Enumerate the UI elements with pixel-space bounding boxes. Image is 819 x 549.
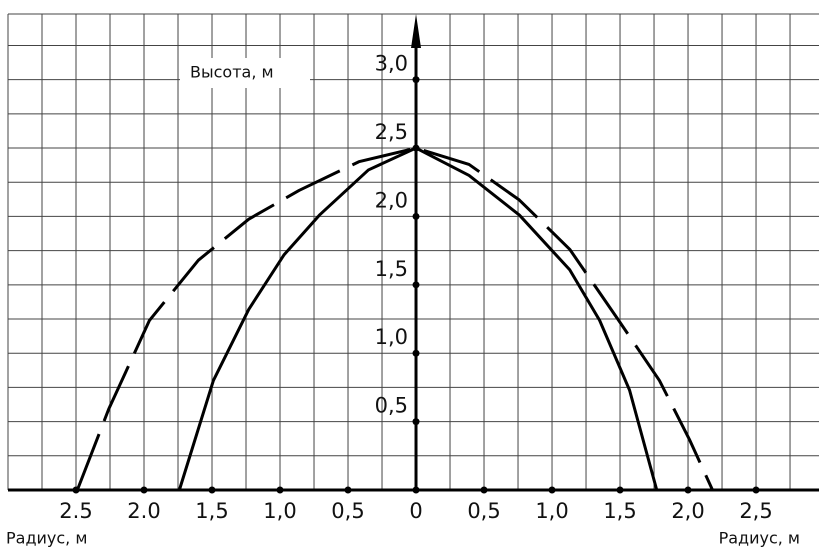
x-tick — [752, 486, 760, 494]
x-tick-label: 1,0 — [535, 499, 568, 523]
x-tick-label: 1,5 — [195, 499, 228, 523]
y-tick — [412, 212, 420, 220]
x-tick — [684, 486, 692, 494]
x-tick-label: 2,0 — [671, 499, 704, 523]
x-tick-label: 0 — [409, 499, 422, 523]
x-tick-label: 1,5 — [603, 499, 636, 523]
y-tick — [412, 349, 420, 357]
y-tick — [412, 76, 420, 84]
x-tick — [616, 486, 624, 494]
y-tick — [412, 281, 420, 289]
y-tick — [412, 418, 420, 426]
x-tick-label: 2.5 — [59, 499, 92, 523]
y-tick-label: 1,0 — [375, 325, 408, 349]
grid — [7, 13, 819, 490]
x-tick — [208, 486, 216, 494]
x-tick — [412, 486, 420, 494]
y-tick-label: 2,5 — [375, 120, 408, 144]
y-axis-arrow — [411, 14, 422, 48]
x-axis-label: Радиус, м — [719, 529, 800, 548]
x-tick-label: 2,5 — [739, 499, 772, 523]
x-tick-label: 2.0 — [127, 499, 160, 523]
y-tick-label: 1,5 — [375, 257, 408, 281]
y-axis-label: Высота, м — [190, 63, 274, 82]
x-tick-label: 1,0 — [263, 499, 296, 523]
y-tick-label: 0,5 — [375, 394, 408, 418]
x-tick-label: 0,5 — [467, 499, 500, 523]
x-tick-label: 0,5 — [331, 499, 364, 523]
label-bg — [180, 58, 310, 88]
series-line — [177, 146, 659, 491]
x-tick — [140, 486, 148, 494]
x-tick — [276, 486, 284, 494]
x-tick — [480, 486, 488, 494]
x-tick — [548, 486, 556, 494]
x-axis-label: Радиус, м — [6, 529, 87, 548]
y-tick-label: 3,0 — [375, 52, 408, 76]
y-tick-label: 2,0 — [375, 188, 408, 212]
x-tick — [344, 486, 352, 494]
series-line — [75, 146, 714, 491]
